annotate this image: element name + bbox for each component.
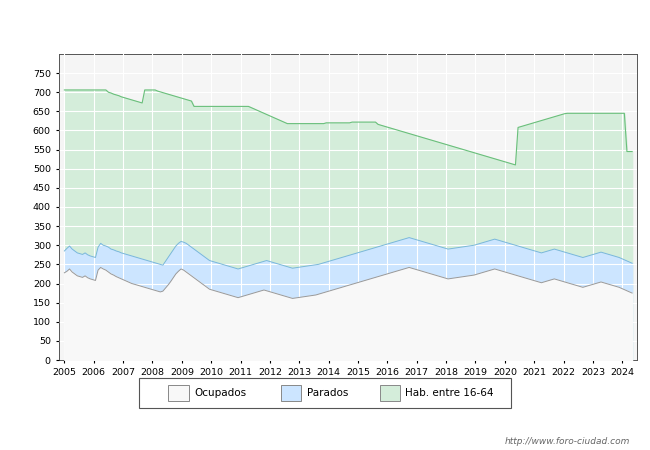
- FancyBboxPatch shape: [139, 378, 511, 408]
- Text: http://www.foro-ciudad.com: http://www.foro-ciudad.com: [505, 436, 630, 446]
- Bar: [168, 385, 188, 401]
- Text: Ocupados: Ocupados: [194, 387, 246, 398]
- Text: Vegas del Condado - Evolucion de la poblacion en edad de Trabajar Mayo de 2024: Vegas del Condado - Evolucion de la pobl…: [30, 18, 620, 31]
- Text: Parados: Parados: [307, 387, 348, 398]
- Text: Hab. entre 16-64: Hab. entre 16-64: [405, 387, 493, 398]
- Bar: [281, 385, 302, 401]
- Bar: [380, 385, 400, 401]
